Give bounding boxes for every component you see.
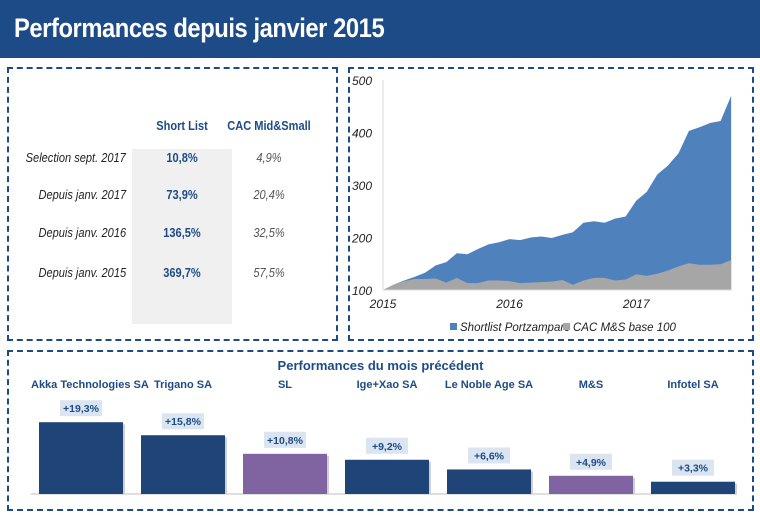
bar-value-label: +4,9% xyxy=(576,457,607,469)
x-tick-label: 2015 xyxy=(369,297,397,311)
column-header-cac: CAC Mid&Small xyxy=(227,118,311,133)
bar-value-label: +3,3% xyxy=(678,463,709,475)
row-label: Depuis janv. 2016 xyxy=(38,225,126,240)
y-tick-label: 300 xyxy=(352,179,372,193)
short-list-column-background xyxy=(132,149,232,324)
y-tick-label: 100 xyxy=(352,284,372,298)
legend-label: CAC M&S base 100 xyxy=(573,322,677,334)
bar-label-background xyxy=(570,453,612,470)
x-tick-label: 2016 xyxy=(495,297,523,311)
cac-value: 57,5% xyxy=(253,265,285,280)
row-label: Depuis janv. 2017 xyxy=(38,187,126,202)
row-label: Depuis janv. 2015 xyxy=(38,265,126,280)
bar-label-background xyxy=(366,437,408,454)
short-list-value: 10,8% xyxy=(166,150,198,165)
y-tick-label: 500 xyxy=(352,74,372,88)
area-chart-panel: 100 200 300 400 500 2015 2016 2017 Shortlist Por… xyxy=(348,67,754,341)
header-banner: Performances depuis janvier 2015 xyxy=(0,0,760,58)
cac-value: 4,9% xyxy=(256,150,282,165)
bar-label-background xyxy=(162,413,204,430)
bar-category-label: Akka Technologies SA xyxy=(31,379,149,391)
area-series-cac xyxy=(383,260,732,290)
bar-category-label: M&S xyxy=(578,379,604,391)
y-tick-label: 400 xyxy=(352,127,372,141)
row-label: Selection sept. 2017 xyxy=(25,150,126,165)
bar xyxy=(243,453,327,494)
area-series-shortlist xyxy=(383,95,732,290)
bar-label-background xyxy=(264,431,306,448)
bar-value-label: +19,3% xyxy=(63,403,100,415)
legend-swatch xyxy=(450,323,457,330)
y-tick-label: 200 xyxy=(351,232,372,246)
performance-table-panel: Short List CAC Mid&Small Selection sept.… xyxy=(7,67,338,341)
bar-label-background xyxy=(672,459,714,476)
bar-category-label: Infotel SA xyxy=(667,379,719,391)
bar-label-background xyxy=(60,400,102,417)
bar-category-label: Ige+Xao SA xyxy=(356,379,418,391)
area-chart: 100 200 300 400 500 2015 2016 2017 Shortlist Por… xyxy=(351,74,732,334)
legend-label: Shortlist Portzamparc xyxy=(460,322,570,334)
bar xyxy=(141,435,225,494)
short-list-value: 136,5% xyxy=(163,225,201,240)
page-title: Performances depuis janvier 2015 xyxy=(14,13,385,43)
bar-value-label: +10,8% xyxy=(267,435,304,447)
bar-category-label: Le Noble Age SA xyxy=(444,379,534,391)
cac-value: 20,4% xyxy=(253,187,285,202)
bar-value-label: +6,6% xyxy=(474,450,505,462)
bar xyxy=(549,475,633,494)
bar-category-label: Trigano SA xyxy=(153,379,213,391)
x-tick-label: 2017 xyxy=(622,297,651,311)
bar-chart: +19,3% +15,8% +10,8% +9,2% +6,6% +4,9% +3,3% xyxy=(31,400,737,495)
bar xyxy=(447,469,531,494)
bar-value-label: +9,2% xyxy=(372,441,403,453)
cac-value: 32,5% xyxy=(253,225,285,240)
bar-label-background xyxy=(468,447,510,464)
bar xyxy=(651,481,735,494)
legend-swatch xyxy=(563,323,570,330)
short-list-value: 73,9% xyxy=(166,187,198,202)
column-header-short-list: Short List xyxy=(156,118,208,133)
monthly-performance-panel: Performances du mois précédent Akka Tech… xyxy=(7,350,754,511)
bar xyxy=(345,459,429,494)
bar-value-label: +15,8% xyxy=(165,416,202,428)
bar-chart-title: Performances du mois précédent xyxy=(277,358,484,373)
short-list-value: 369,7% xyxy=(163,265,201,280)
bar-category-label: SL xyxy=(277,379,293,391)
bar xyxy=(39,422,123,494)
